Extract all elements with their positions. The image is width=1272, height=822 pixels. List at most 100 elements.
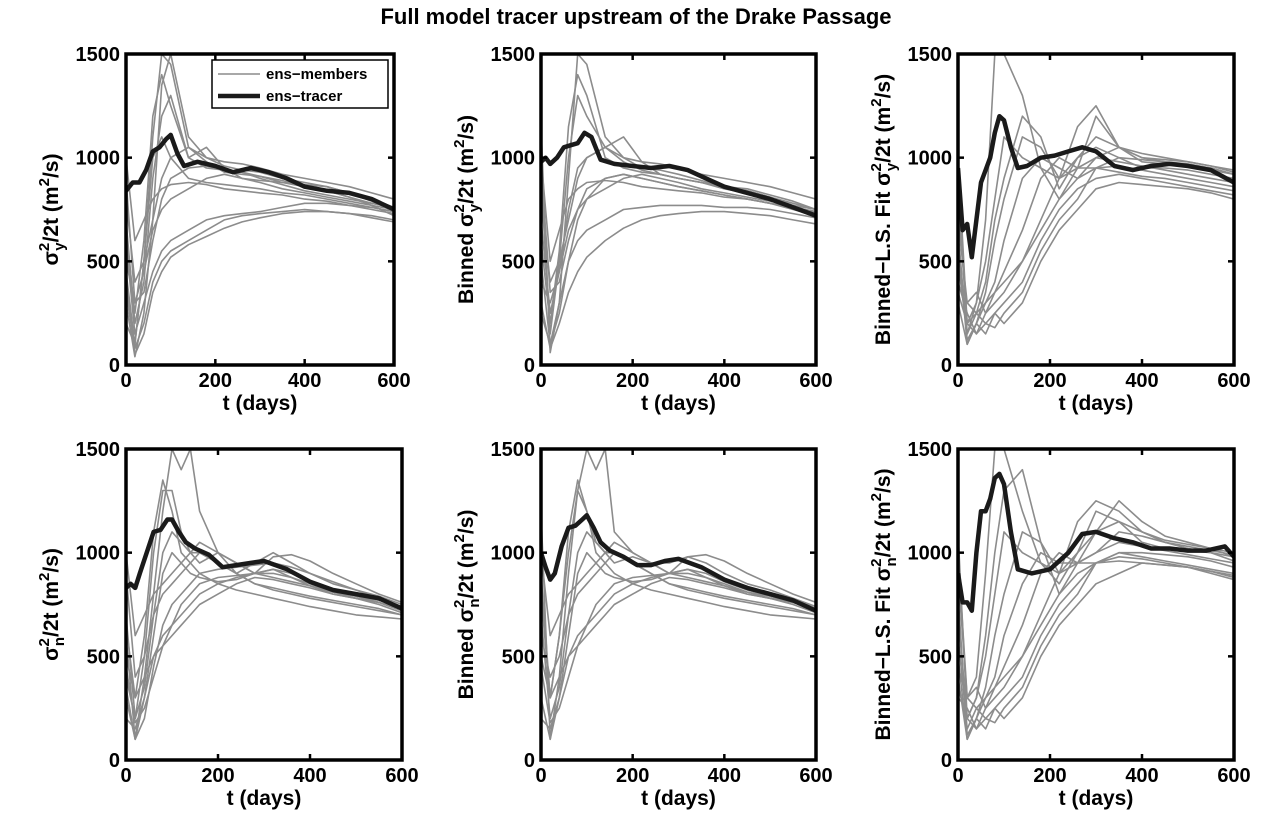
ens-member-line-7 xyxy=(126,157,394,242)
x-tick-label: 400 xyxy=(708,765,741,787)
x-tick-label: 200 xyxy=(1033,765,1066,787)
svg-text:Binned σ2y/2t (m2/s): Binned σ2y/2t (m2/s) xyxy=(451,115,483,304)
x-tick-label: 0 xyxy=(120,370,131,392)
y-tick-label: 0 xyxy=(524,355,535,377)
plot-area xyxy=(541,54,816,354)
ens-member-line-8 xyxy=(126,136,394,346)
x-tick-label: 600 xyxy=(799,370,832,392)
ens-member-line-5 xyxy=(541,576,816,699)
subplot-top-middle: 0 200 400 600 0 500 1000 1500 t (days) Binned σ2y… xyxy=(451,44,833,415)
ens-member-line-1 xyxy=(958,449,1234,699)
svg-text:Binned−L.S. Fit σ2y/2t (m2/s): Binned−L.S. Fit σ2y/2t (m2/s) xyxy=(868,74,900,345)
x-tick-label: 0 xyxy=(535,765,546,787)
y-axis-label: Binned−L.S. Fit σ2n/2t (m2/s) xyxy=(868,468,900,740)
ens-tracer-line xyxy=(126,132,394,212)
x-tick-label: 0 xyxy=(120,765,131,787)
y-tick-label: 1500 xyxy=(908,439,953,461)
ens-member-line-5 xyxy=(541,210,816,350)
ens-member-line-2 xyxy=(126,489,402,720)
ens-member-line-11 xyxy=(541,167,816,294)
ens-member-line-9 xyxy=(541,146,816,283)
x-tick-label: 0 xyxy=(952,370,963,392)
ens-member-line-11 xyxy=(126,562,402,741)
y-tick-label: 500 xyxy=(502,646,535,668)
ens-member-line-3 xyxy=(126,94,394,325)
y-tick-label: 1000 xyxy=(76,543,121,565)
ens-member-line-8 xyxy=(541,173,816,304)
axes-box xyxy=(539,52,818,367)
ens-member-line-2 xyxy=(541,94,816,335)
x-axis-label: t (days) xyxy=(223,392,298,415)
ens-member-line-5 xyxy=(958,562,1234,741)
y-tick-label: 1500 xyxy=(76,44,121,66)
y-tick-label: 1000 xyxy=(491,148,536,170)
subplot-bottom-left: 0 200 400 600 0 500 1000 1500 t (days) σ2n/2t (m2… xyxy=(36,439,419,810)
legend-label-ens-tracer: ens−tracer xyxy=(266,88,342,105)
y-tick-label: 1000 xyxy=(908,543,953,565)
x-axis-label: t (days) xyxy=(1059,787,1134,810)
ens-member-line-9 xyxy=(958,156,1234,335)
y-axis-label: σ2n/2t (m2/s) xyxy=(36,548,68,661)
ens-member-line-11 xyxy=(958,556,1234,709)
ens-member-line-10 xyxy=(126,146,394,283)
x-axis-label: t (days) xyxy=(641,392,716,415)
y-tick-label: 1000 xyxy=(908,148,953,170)
y-tick-label: 1500 xyxy=(76,439,121,461)
ens-member-line-1 xyxy=(958,54,1234,335)
subplot-top-left: 0 200 400 600 0 500 1000 1500 t (days) σ2y/2t (m2… xyxy=(36,44,411,415)
plot-area xyxy=(126,54,394,358)
plot-area xyxy=(958,54,1234,346)
ens-member-line-10 xyxy=(958,531,1234,736)
y-tick-label: 500 xyxy=(919,646,952,668)
ens-member-line-9 xyxy=(958,551,1234,730)
ens-member-line-9 xyxy=(541,572,816,724)
y-tick-label: 1500 xyxy=(908,44,953,66)
x-tick-label: 200 xyxy=(201,765,234,787)
ens-member-line-10 xyxy=(958,136,1234,341)
x-tick-label: 200 xyxy=(199,370,232,392)
figure-title: Full model tracer upstream of the Drake … xyxy=(380,4,892,29)
axes-box xyxy=(124,447,404,762)
y-tick-label: 0 xyxy=(524,750,535,772)
x-tick-label: 400 xyxy=(1125,765,1158,787)
svg-text:σ2y/2t (m2/s): σ2y/2t (m2/s) xyxy=(36,154,68,266)
ens-member-line-9 xyxy=(126,173,394,304)
y-tick-label: 0 xyxy=(109,750,120,772)
ens-member-line-11 xyxy=(958,165,1234,314)
ens-member-line-11 xyxy=(126,210,394,356)
x-tick-label: 200 xyxy=(616,765,649,787)
y-tick-label: 500 xyxy=(502,251,535,273)
plot-area xyxy=(958,449,1234,741)
plot-area xyxy=(126,449,402,741)
ens-tracer-line xyxy=(958,113,1234,260)
ens-member-line-5 xyxy=(126,202,394,335)
x-tick-label: 600 xyxy=(385,765,418,787)
x-tick-label: 600 xyxy=(1217,370,1250,392)
ens-tracer-line xyxy=(958,471,1234,613)
x-tick-label: 400 xyxy=(1125,370,1158,392)
y-tick-label: 1000 xyxy=(76,148,121,170)
axes-box xyxy=(956,447,1236,762)
x-tick-label: 600 xyxy=(1217,765,1250,787)
legend: ens−members ens−tracer xyxy=(211,59,389,109)
x-tick-label: 200 xyxy=(1033,370,1066,392)
y-tick-label: 0 xyxy=(941,750,952,772)
x-axis-label: t (days) xyxy=(1059,392,1134,415)
x-tick-label: 200 xyxy=(616,370,649,392)
ens-member-line-4 xyxy=(541,204,816,346)
legend-box xyxy=(211,59,389,109)
y-tick-label: 1500 xyxy=(491,439,536,461)
ens-tracer-line xyxy=(541,130,816,218)
ens-member-line-7 xyxy=(958,105,1234,325)
subplot-top-right: 0 200 400 600 0 500 1000 1500 t (days) Binned−L.S… xyxy=(868,44,1251,415)
legend-label-ens-members: ens−members xyxy=(266,66,367,83)
ens-member-line-4 xyxy=(958,173,1234,335)
y-tick-label: 500 xyxy=(919,251,952,273)
x-tick-label: 400 xyxy=(293,765,326,787)
ens-member-line-3 xyxy=(541,136,816,314)
y-axis-label: Binned−L.S. Fit σ2y/2t (m2/s) xyxy=(868,74,900,345)
ens-member-line-7 xyxy=(126,551,402,730)
y-tick-label: 500 xyxy=(87,646,120,668)
x-tick-label: 0 xyxy=(952,765,963,787)
